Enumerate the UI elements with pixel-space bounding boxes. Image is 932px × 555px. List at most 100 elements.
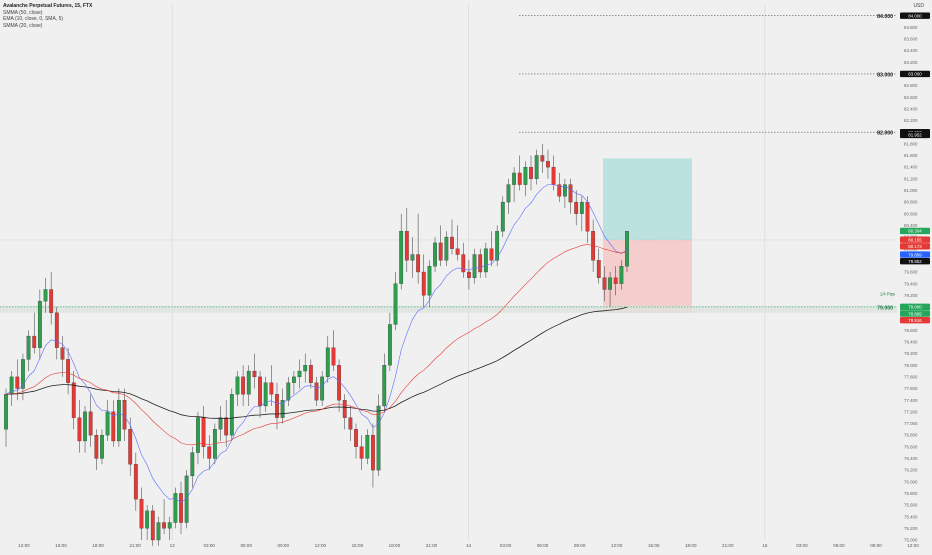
candle-body	[162, 522, 166, 529]
candle-body	[117, 400, 121, 442]
candle-body	[489, 248, 494, 261]
candle-body	[613, 277, 618, 284]
candle-body	[263, 382, 268, 407]
indicator-ema10[interactable]: EMA (10, close, 0, SMA, 5)	[3, 16, 64, 23]
candle-body	[83, 411, 87, 442]
time-tick-label: 21:00	[426, 543, 438, 548]
price-tick-label: 78.000	[904, 363, 918, 368]
candle-body	[190, 452, 195, 477]
candle-body	[269, 382, 274, 395]
candle-body	[94, 434, 99, 459]
time-tick-label: 03:00	[500, 543, 512, 548]
candle-body	[512, 172, 516, 185]
price-tick-label: 82.600	[904, 95, 918, 100]
time-tick-label: 21:00	[129, 543, 141, 548]
time-tick-label: 12:00	[907, 543, 919, 548]
price-tag-label: 79.899	[908, 252, 922, 257]
price-tick-label: 81.600	[904, 153, 918, 158]
candle-body	[410, 254, 415, 261]
candle-body	[404, 231, 409, 261]
price-tick-label: 75.400	[904, 514, 918, 519]
time-tick-label: 18:00	[685, 543, 697, 548]
candle-body	[376, 405, 381, 471]
candle-body	[26, 335, 31, 360]
indicator-smma20[interactable]: SMMA (20, close)	[3, 22, 43, 29]
candle-body	[32, 335, 37, 348]
candle-body	[608, 277, 612, 290]
candle-body	[224, 417, 229, 436]
price-tick-label: 83.400	[904, 48, 918, 53]
time-tick-label: 06:00	[537, 543, 549, 548]
candles	[4, 143, 629, 546]
candle-body	[235, 376, 240, 395]
price-tag	[900, 303, 930, 311]
candle-body	[371, 434, 375, 471]
indicator-smma50[interactable]: SMMA (50, close)	[3, 9, 43, 16]
price-tick-label: 80.400	[904, 223, 918, 228]
candle-body	[320, 376, 325, 401]
candle-body	[602, 277, 607, 290]
price-tick-label: 81.800	[904, 141, 918, 146]
candle-body	[105, 411, 110, 436]
time-tick-label: 12:00	[18, 543, 30, 548]
candle-body	[241, 376, 246, 395]
price-tick-label: 79.600	[904, 270, 918, 275]
candle-body	[546, 161, 550, 168]
candle-body	[167, 522, 172, 529]
candle-body	[574, 201, 579, 214]
candle-body	[461, 254, 466, 273]
candle-body	[433, 242, 437, 267]
price-axis-bg	[897, 0, 932, 550]
candle-body	[49, 289, 54, 313]
time-tick-label: 12:00	[315, 543, 327, 548]
price-tag	[900, 310, 930, 317]
chart-title: Avalanche Perpetual Futures, 15, FTX	[3, 3, 93, 9]
candle-body	[252, 370, 257, 378]
price-tick-label: 76.600	[904, 444, 918, 449]
candle-body	[43, 289, 48, 302]
candle-body	[342, 400, 347, 418]
price-tick-label: 82.200	[904, 118, 918, 123]
price-tag-label: 78.899	[908, 311, 922, 316]
price-tick-label: 76.000	[904, 479, 918, 484]
candle-body	[517, 172, 522, 185]
price-tag	[900, 243, 930, 250]
candle-body	[348, 417, 353, 430]
long-position-box	[0, 158, 897, 313]
candle-body	[585, 201, 590, 232]
price-tick-label: 79.200	[904, 293, 918, 298]
time-tick-label: 15:00	[352, 543, 364, 548]
candle-body	[382, 365, 387, 407]
price-tick-label: 75.600	[904, 503, 918, 508]
moving-averages	[5, 184, 628, 504]
time-tick-label: 09:00	[574, 543, 586, 548]
price-tick-label: 77.000	[904, 421, 918, 426]
level-label: 83.000	[877, 72, 893, 78]
candle-body	[467, 271, 471, 278]
price-tick-label: 81.000	[904, 188, 918, 193]
candle-body	[438, 242, 443, 261]
pl-band	[0, 305, 897, 313]
loss-zone[interactable]	[603, 239, 692, 313]
time-tick-label: 06:00	[241, 543, 253, 548]
candle-body	[416, 254, 421, 273]
level-label: 84.000	[877, 14, 893, 20]
candle-body	[523, 166, 528, 185]
ema10-line[interactable]	[5, 184, 628, 504]
price-tick-label: 81.200	[904, 176, 918, 181]
price-tag	[900, 227, 930, 235]
time-tick-label: 06:00	[833, 543, 845, 548]
candle-body	[619, 266, 624, 284]
time-tick-label: 03:00	[796, 543, 808, 548]
candle-body	[139, 499, 144, 529]
time-tick-label: 12:00	[611, 543, 623, 548]
candle-body	[534, 155, 539, 179]
profit-zone[interactable]	[603, 158, 692, 240]
time-tick-label: 21:00	[722, 543, 734, 548]
candle-body	[145, 510, 150, 529]
smma20-line[interactable]	[5, 244, 628, 446]
price-tag-label: 80.304	[908, 229, 922, 234]
price-tick-label: 82.800	[904, 83, 918, 88]
